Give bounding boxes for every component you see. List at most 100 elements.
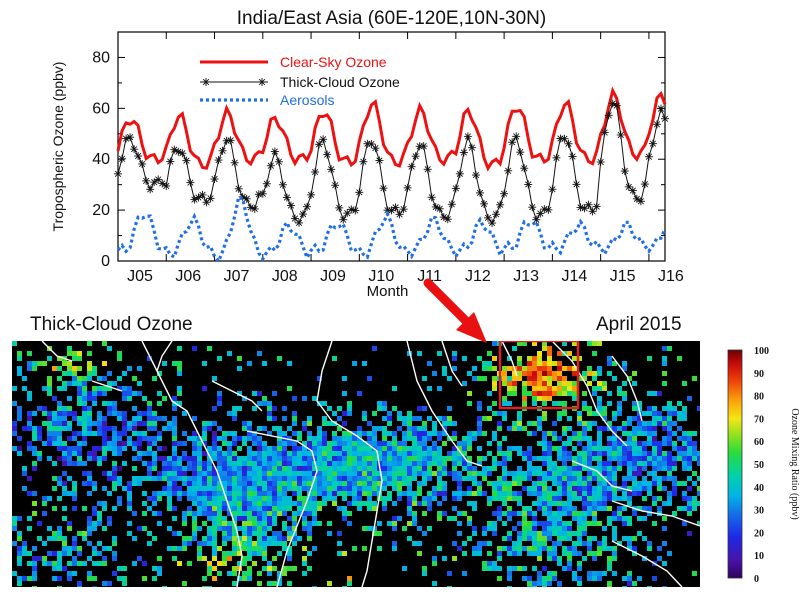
ozone-cell: [562, 376, 567, 381]
ozone-cell: [427, 386, 432, 391]
ozone-cell: [27, 396, 32, 401]
ozone-cell: [322, 466, 327, 471]
ozone-cell: [697, 406, 700, 411]
ozone-cell: [157, 471, 162, 476]
ozone-cell: [242, 441, 247, 446]
ozone-cell: [557, 511, 562, 516]
ozone-cell: [17, 416, 22, 421]
ozone-cell: [57, 386, 62, 391]
ozone-cell: [242, 516, 247, 521]
ozone-cell: [552, 571, 557, 576]
ozone-cell: [412, 431, 417, 436]
ozone-cell: [202, 576, 207, 581]
ozone-cell: [607, 371, 612, 376]
ozone-cell: [217, 466, 222, 471]
ozone-cell: [112, 411, 117, 416]
ozone-cell: [237, 456, 242, 461]
ozone-cell: [12, 401, 17, 406]
ozone-cell: [652, 471, 657, 476]
ozone-cell: [587, 451, 592, 456]
ozone-cell: [337, 416, 342, 421]
ozone-cell: [617, 466, 622, 471]
ozone-cell: [232, 501, 237, 506]
ozone-cell: [227, 496, 232, 501]
ozone-cell: [372, 466, 377, 471]
ozone-cell: [97, 461, 102, 466]
ozone-cell: [242, 421, 247, 426]
ozone-cell: [587, 446, 592, 451]
ozone-cell: [362, 546, 367, 551]
ozone-cell: [142, 491, 147, 496]
ozone-cell: [92, 521, 97, 526]
ozone-cell: [617, 516, 622, 521]
ozone-cell: [587, 411, 592, 416]
series-point: [492, 210, 501, 219]
ozone-cell: [652, 436, 657, 441]
ozone-cell: [587, 371, 592, 376]
ozone-cell: [117, 376, 122, 381]
ozone-cell: [392, 431, 397, 436]
ozone-cell: [427, 446, 432, 451]
ozone-cell: [692, 496, 697, 501]
ozone-cell: [587, 541, 592, 546]
ozone-cell: [692, 481, 697, 486]
ozone-cell: [177, 346, 182, 351]
ozone-cell: [37, 521, 42, 526]
ozone-cell: [277, 491, 282, 496]
ozone-cell: [127, 531, 132, 536]
ozone-cell: [67, 526, 72, 531]
ozone-cell: [467, 491, 472, 496]
ozone-cell: [207, 446, 212, 451]
ozone-cell: [77, 356, 82, 361]
series-point: [218, 146, 227, 155]
ozone-cell: [172, 491, 177, 496]
ozone-cell: [367, 431, 372, 436]
series-point: [608, 99, 617, 108]
ozone-cell: [502, 416, 507, 421]
ozone-cell: [657, 391, 662, 396]
ozone-cell: [527, 376, 532, 381]
ozone-cell: [582, 481, 587, 486]
ozone-cell: [547, 576, 552, 581]
ozone-cell: [267, 496, 272, 501]
ozone-cell: [687, 486, 692, 491]
ozone-cell: [572, 356, 577, 361]
ozone-cell: [122, 386, 127, 391]
ozone-cell: [367, 446, 372, 451]
ozone-cell: [97, 551, 102, 556]
ozone-cell: [42, 561, 47, 566]
ozone-cell: [427, 456, 432, 461]
ozone-cell: [282, 431, 287, 436]
ozone-cell: [257, 391, 262, 396]
ozone-cell: [577, 416, 582, 421]
ozone-cell: [172, 531, 177, 536]
ozone-cell: [627, 576, 632, 581]
ozone-cell: [47, 526, 52, 531]
ozone-cell: [647, 441, 652, 446]
ozone-cell: [277, 466, 282, 471]
ozone-cell: [97, 456, 102, 461]
ozone-cell: [252, 496, 257, 501]
ozone-cell: [427, 436, 432, 441]
ozone-cell: [667, 426, 672, 431]
ozone-cell: [537, 391, 542, 396]
ozone-cell: [207, 466, 212, 471]
ozone-cell: [272, 451, 277, 456]
ozone-cell: [567, 386, 572, 391]
ozone-cell: [152, 576, 157, 581]
ozone-cell: [67, 576, 72, 581]
ozone-cell: [72, 436, 77, 441]
ozone-cell: [302, 441, 307, 446]
ozone-cell: [107, 476, 112, 481]
ozone-cell: [92, 401, 97, 406]
ozone-cell: [377, 546, 382, 551]
ozone-cell: [602, 571, 607, 576]
ozone-cell: [332, 451, 337, 456]
ozone-cell: [542, 506, 547, 511]
ozone-cell: [607, 561, 612, 566]
ozone-cell: [77, 431, 82, 436]
ozone-cell: [247, 531, 252, 536]
coastline: [571, 460, 633, 492]
ozone-cell: [202, 586, 207, 587]
ozone-cell: [67, 346, 72, 351]
